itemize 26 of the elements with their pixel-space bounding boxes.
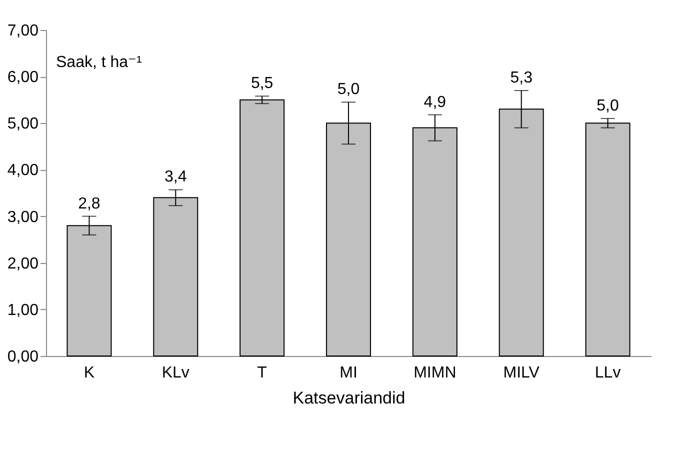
- data-label: 2,8: [78, 195, 100, 212]
- y-tick-label: 4,00: [7, 162, 39, 180]
- y-tick-label: 6,00: [7, 69, 39, 86]
- y-axis-title: Saak, t ha⁻¹: [56, 54, 142, 71]
- y-tick-label: 0,00: [7, 348, 39, 366]
- x-axis-title: Katsevariandid: [292, 388, 406, 408]
- bar: [240, 99, 285, 356]
- data-label: 5,3: [510, 70, 533, 87]
- x-tick-label: MIMN: [414, 364, 456, 382]
- data-label: 5,0: [596, 97, 620, 114]
- x-tick-label: K: [84, 364, 95, 382]
- x-tick-label: LLv: [594, 364, 621, 382]
- data-label: 5,5: [250, 75, 274, 92]
- x-tick-label: MI: [340, 364, 358, 382]
- y-tick-label: 1,00: [7, 302, 39, 319]
- x-tick-label: T: [257, 364, 268, 382]
- x-tick-label: MILV: [503, 364, 540, 382]
- y-tick-label: 2,00: [7, 255, 39, 272]
- y-tick-label: 7,00: [7, 22, 39, 40]
- data-label: 3,4: [164, 168, 187, 186]
- y-tick-label: 3,00: [7, 208, 39, 226]
- x-tick-label: KLv: [162, 364, 190, 382]
- y-tick-label: 5,00: [7, 116, 39, 133]
- data-label: 5,0: [337, 81, 360, 98]
- data-label: 4,9: [424, 94, 446, 111]
- bar: [585, 122, 630, 356]
